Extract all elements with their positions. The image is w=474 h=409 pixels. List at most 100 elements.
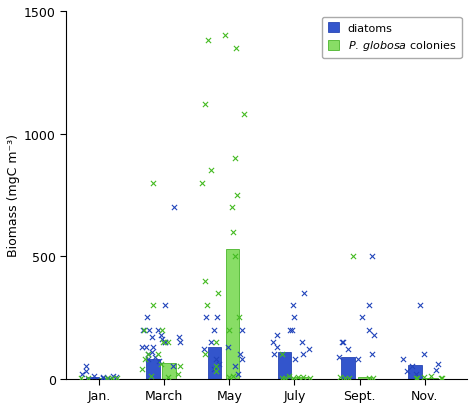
Point — [79, 371, 86, 377]
Point — [142, 344, 150, 350]
Point — [224, 344, 231, 350]
Point — [354, 356, 362, 362]
Point — [91, 373, 98, 379]
Point — [204, 38, 212, 45]
Point — [273, 331, 281, 338]
Point — [164, 374, 171, 381]
Point — [158, 336, 166, 343]
Bar — [226, 249, 239, 379]
Bar — [357, 377, 371, 379]
Point — [289, 375, 297, 382]
Point — [273, 344, 281, 350]
Point — [282, 375, 289, 381]
Point — [286, 326, 293, 333]
Point — [149, 180, 156, 187]
Point — [237, 351, 244, 357]
Point — [139, 326, 147, 333]
Point — [413, 371, 420, 377]
Point — [201, 346, 208, 353]
Point — [368, 253, 375, 260]
Point — [226, 374, 233, 381]
Point — [159, 339, 166, 345]
Point — [207, 168, 215, 174]
Point — [142, 356, 149, 362]
Point — [369, 375, 376, 382]
Point — [412, 375, 419, 382]
Point — [306, 375, 313, 382]
Point — [212, 363, 219, 370]
Point — [279, 351, 286, 357]
Point — [408, 363, 416, 370]
Point — [157, 361, 164, 367]
Bar — [294, 377, 308, 379]
Point — [149, 344, 156, 350]
Point — [305, 346, 312, 353]
Point — [175, 334, 183, 340]
Point — [164, 339, 172, 345]
Point — [233, 192, 241, 199]
Point — [365, 302, 373, 309]
Point — [154, 326, 162, 333]
Bar — [162, 363, 176, 379]
Point — [149, 302, 157, 309]
Point — [201, 278, 209, 284]
Point — [231, 155, 239, 162]
Point — [201, 351, 209, 357]
Point — [300, 290, 308, 297]
Point — [300, 351, 307, 357]
Point — [404, 368, 411, 375]
Bar — [341, 357, 355, 379]
Point — [278, 375, 285, 381]
Point — [144, 351, 152, 357]
Point — [229, 229, 237, 235]
Point — [292, 356, 299, 362]
Point — [240, 111, 248, 118]
Point — [210, 326, 218, 333]
Bar — [208, 347, 221, 379]
Point — [215, 361, 223, 367]
Point — [176, 339, 184, 345]
Bar — [408, 365, 422, 379]
Point — [222, 33, 229, 40]
Point — [438, 375, 445, 382]
Point — [228, 204, 236, 211]
Point — [158, 331, 165, 338]
Point — [214, 290, 221, 297]
Point — [170, 204, 177, 211]
Point — [82, 368, 90, 375]
Point — [212, 339, 220, 345]
Point — [77, 375, 85, 382]
Point — [335, 353, 343, 360]
Point — [229, 373, 237, 380]
Point — [365, 375, 373, 382]
Point — [145, 326, 152, 333]
Point — [270, 351, 277, 357]
Point — [369, 351, 376, 357]
Point — [210, 366, 218, 372]
Point — [231, 363, 239, 370]
Point — [438, 375, 446, 382]
Point — [295, 374, 302, 381]
Point — [341, 375, 349, 382]
Point — [199, 180, 206, 187]
Point — [138, 366, 146, 372]
Point — [148, 348, 156, 355]
Point — [340, 339, 347, 345]
Bar — [99, 378, 112, 379]
Point — [144, 356, 152, 362]
Point — [202, 314, 210, 321]
Point — [420, 351, 428, 357]
Point — [344, 346, 351, 353]
Point — [138, 344, 146, 350]
Point — [365, 326, 373, 333]
Point — [434, 361, 442, 367]
Point — [201, 101, 209, 108]
Point — [103, 375, 110, 382]
Point — [416, 302, 423, 309]
Point — [207, 339, 214, 345]
Point — [289, 302, 296, 309]
Point — [203, 302, 211, 309]
Point — [234, 371, 241, 377]
Point — [141, 326, 148, 333]
Point — [174, 371, 182, 377]
